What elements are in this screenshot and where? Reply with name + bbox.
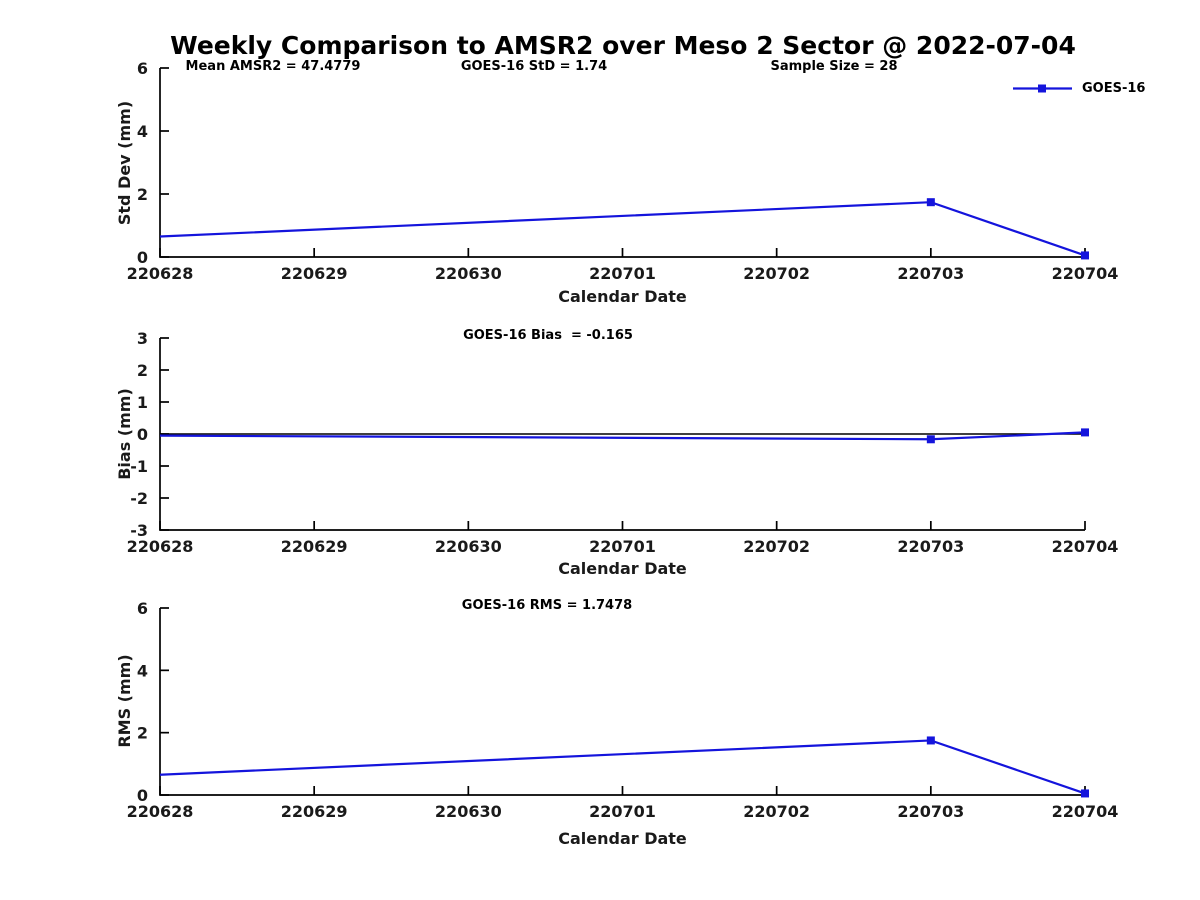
x-tick-label: 220702 [743, 537, 810, 556]
data-point-marker [1081, 251, 1089, 260]
y-tick-label: -2 [130, 489, 148, 508]
figure-title: Weekly Comparison to AMSR2 over Meso 2 S… [170, 31, 1076, 60]
x-tick-label: 220703 [897, 537, 964, 556]
x-tick-label: 220629 [281, 802, 348, 821]
y-axis-label-rms: RMS (mm) [115, 654, 134, 748]
x-tick-label: 220702 [743, 802, 810, 821]
x-tick-label: 220701 [589, 264, 656, 283]
y-tick-label: 3 [137, 329, 148, 348]
y-tick-label: 2 [137, 361, 148, 380]
x-axis-label-1: Calendar Date [558, 287, 687, 306]
x-tick-label: 220702 [743, 264, 810, 283]
y-tick-label: 0 [137, 425, 148, 444]
x-tick-label: 220628 [127, 802, 194, 821]
data-point-marker [926, 736, 935, 745]
x-tick-label: 220704 [1052, 802, 1119, 821]
y-tick-label: 2 [137, 185, 148, 204]
series-line [159, 739, 1086, 795]
x-tick-label: 220629 [281, 264, 348, 283]
y-tick-label: 0 [137, 248, 148, 267]
x-tick-label: 220630 [435, 802, 502, 821]
y-tick-label: 4 [137, 122, 148, 141]
y-tick-label: 2 [137, 724, 148, 743]
y-tick-label: -3 [130, 521, 148, 540]
data-point-marker [1081, 789, 1089, 798]
y-tick-label: 6 [137, 59, 148, 78]
series-line [159, 201, 1086, 257]
legend-label: GOES-16 [1082, 81, 1146, 96]
y-tick-label: -1 [130, 457, 148, 476]
y-tick-label: 4 [137, 661, 148, 680]
axes-frame [159, 338, 1085, 531]
annotation-goes16-rms: GOES-16 RMS = 1.7478 [461, 598, 633, 613]
data-point-marker [926, 435, 935, 444]
annotation-goes16-bias: GOES-16 Bias = -0.165 [463, 328, 633, 343]
x-axis-label-2: Calendar Date [558, 559, 687, 578]
x-tick-label: 220628 [127, 537, 194, 556]
x-tick-label: 220701 [589, 537, 656, 556]
y-axis-label-stddev: Std Dev (mm) [115, 100, 134, 226]
annotation-sample-size: Sample Size = 28 [770, 59, 898, 74]
x-tick-label: 220628 [127, 264, 194, 283]
x-axis-label-3: Calendar Date [558, 829, 687, 848]
x-tick-label: 220703 [897, 802, 964, 821]
axes-frame [159, 68, 1085, 258]
legend-line-marker-icon [1013, 84, 1072, 93]
x-tick-label: 220629 [281, 537, 348, 556]
y-tick-label: 6 [137, 599, 148, 618]
legend: GOES-16 [1012, 81, 1145, 96]
x-tick-label: 220630 [435, 537, 502, 556]
annotation-goes16-std: GOES-16 StD = 1.74 [460, 59, 608, 74]
annotation-mean-amsr2: Mean AMSR2 = 47.4779 [185, 59, 361, 74]
data-point-marker [926, 198, 935, 207]
x-tick-label: 220704 [1052, 264, 1119, 283]
x-tick-label: 220630 [435, 264, 502, 283]
y-axis-label-bias: Bias (mm) [115, 388, 134, 480]
x-tick-label: 220703 [897, 264, 964, 283]
x-tick-label: 220704 [1052, 537, 1119, 556]
x-tick-label: 220701 [589, 802, 656, 821]
y-tick-label: 0 [137, 786, 148, 805]
axes-frame [159, 608, 1085, 796]
data-point-marker [1081, 428, 1089, 437]
y-tick-label: 1 [137, 393, 148, 412]
